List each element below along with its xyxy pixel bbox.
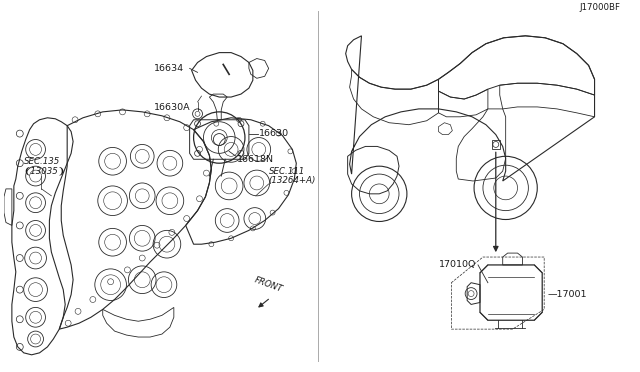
Text: 17010Q: 17010Q xyxy=(438,260,476,269)
Text: (13264+A): (13264+A) xyxy=(269,176,316,186)
Text: J17000BF: J17000BF xyxy=(579,3,620,12)
Text: ❨13035❩: ❨13035❩ xyxy=(24,167,66,176)
Text: SEC.135: SEC.135 xyxy=(24,157,60,166)
Bar xyxy=(492,140,500,150)
Text: 16618N: 16618N xyxy=(237,155,274,164)
Text: SEC.111: SEC.111 xyxy=(269,167,305,176)
Text: 16630A: 16630A xyxy=(154,103,191,112)
Text: —17001: —17001 xyxy=(547,290,587,299)
Text: 16630: 16630 xyxy=(259,129,289,138)
Text: FRONT: FRONT xyxy=(253,275,284,294)
Text: 16634: 16634 xyxy=(154,64,184,73)
